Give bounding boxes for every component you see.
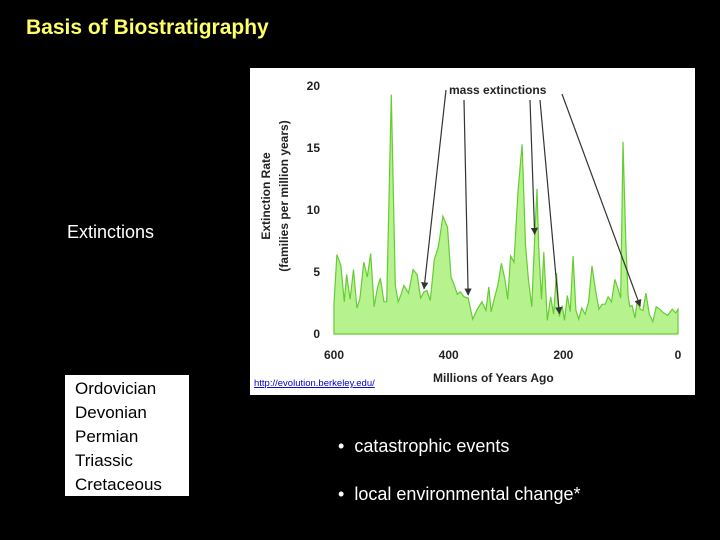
- y-tick-label: 5: [313, 265, 320, 279]
- extinctions-label: Extinctions: [67, 222, 155, 242]
- y-axis-label-line2: (families per million years): [277, 120, 291, 271]
- source-link-text[interactable]: http://evolution.berkeley.edu/: [254, 378, 375, 389]
- periods-list: Ordovician Devonian Permian Triassic Cre…: [65, 375, 189, 496]
- x-tick-label: 200: [553, 348, 573, 362]
- slide-title: Basis of Biostratigraphy: [26, 16, 269, 39]
- y-tick-label: 10: [307, 203, 321, 217]
- mass-extinction-arrow: [561, 93, 642, 307]
- chart-svg: Extinction Rate (families per million ye…: [254, 79, 682, 389]
- y-tick-label: 15: [307, 141, 321, 155]
- bullet-item: • local environmental change*: [338, 484, 580, 505]
- y-tick-label: 0: [313, 327, 320, 341]
- annotation-arrows: [421, 89, 642, 315]
- period-item: Triassic: [75, 451, 133, 470]
- x-tick-label: 0: [675, 348, 682, 362]
- y-tick-label: 20: [307, 79, 321, 93]
- mass-extinction-arrow: [463, 99, 472, 296]
- x-axis-label: Millions of Years Ago: [433, 371, 554, 385]
- period-item: Cretaceous: [75, 475, 162, 494]
- source-link[interactable]: http://evolution.berkeley.edu/: [254, 378, 375, 389]
- period-item: Ordovician: [75, 379, 157, 398]
- y-axis-label-line1: Extinction Rate: [259, 152, 273, 240]
- period-item: Devonian: [75, 403, 147, 422]
- bullet-text: catastrophic events: [354, 436, 510, 456]
- mass-extinctions-annotation: mass extinctions: [449, 83, 547, 97]
- extinction-rate-area: [333, 94, 679, 335]
- period-item: Permian: [75, 427, 139, 446]
- bullet-marker: •: [338, 484, 345, 504]
- mass-extinction-arrow: [539, 99, 563, 315]
- bullet-text: local environmental change*: [354, 484, 581, 504]
- bullet-item: • catastrophic events: [338, 436, 509, 457]
- x-tick-label: 600: [324, 348, 344, 362]
- x-tick-label: 400: [439, 348, 459, 362]
- mass-extinction-arrow: [529, 99, 539, 235]
- extinction-rate-chart: Extinction Rate (families per million ye…: [250, 68, 695, 395]
- mass-extinction-arrow: [421, 89, 447, 290]
- bullet-marker: •: [338, 436, 345, 456]
